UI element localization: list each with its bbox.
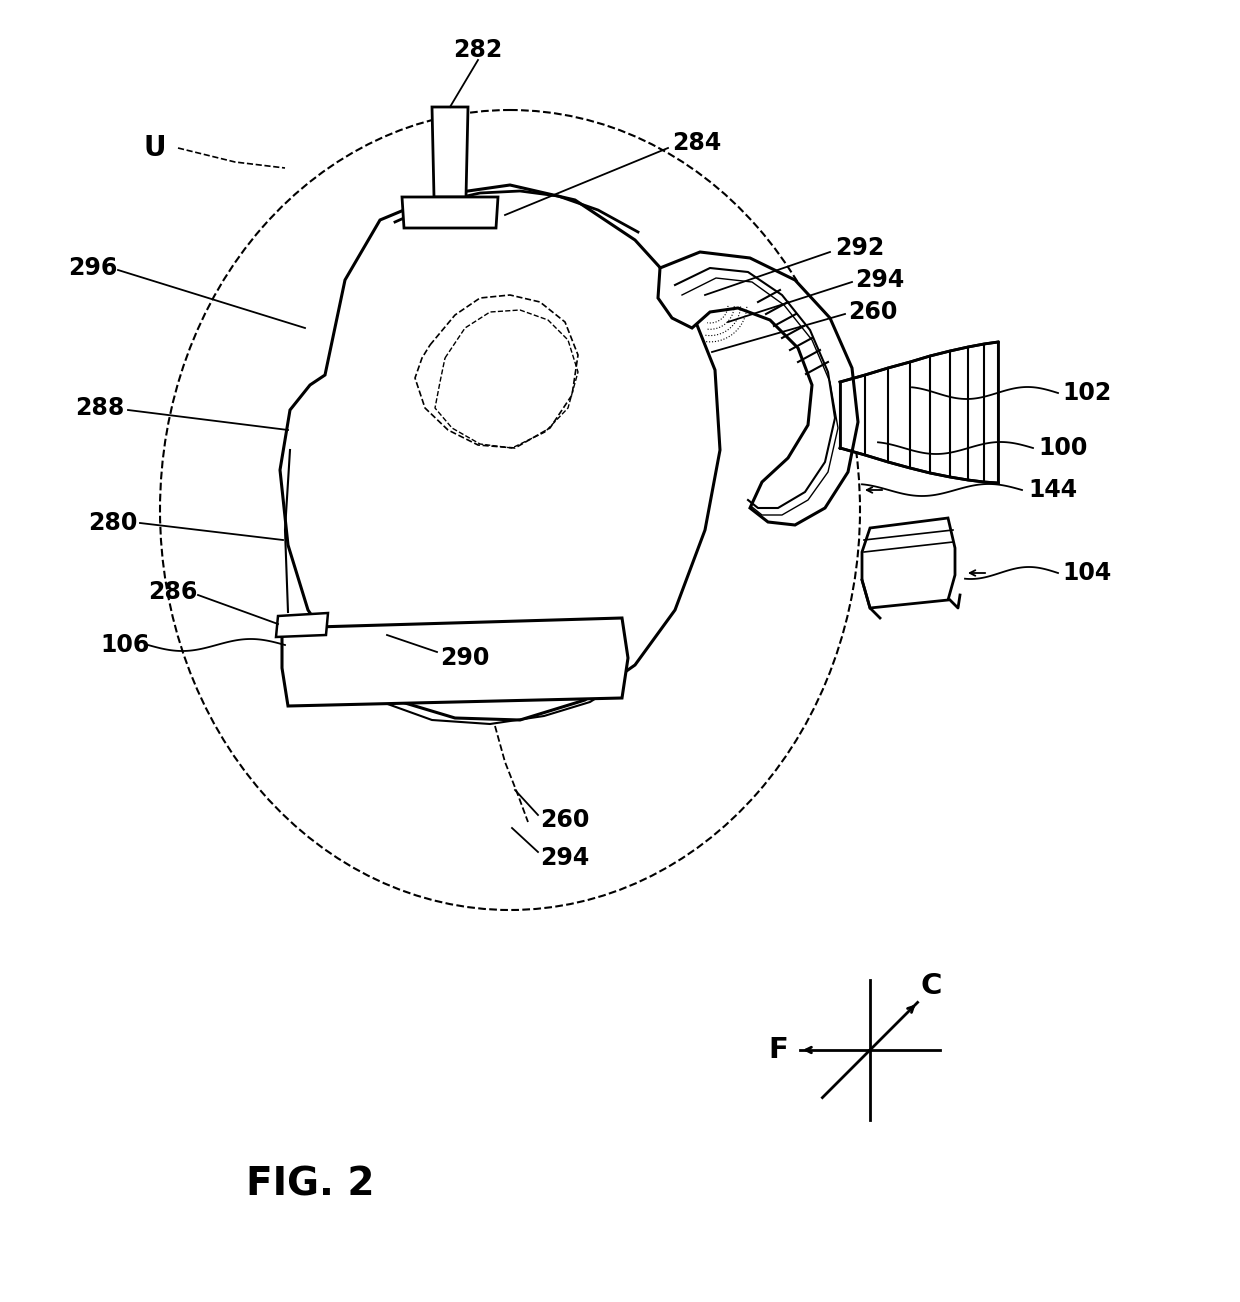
Text: 102: 102	[1061, 381, 1111, 405]
Text: 292: 292	[835, 236, 884, 260]
Text: 280: 280	[88, 510, 138, 535]
Text: 106: 106	[100, 633, 149, 658]
Text: 104: 104	[1061, 561, 1111, 585]
Polygon shape	[277, 613, 329, 637]
Polygon shape	[839, 342, 998, 483]
Text: 100: 100	[1038, 436, 1087, 460]
Polygon shape	[432, 107, 467, 197]
Text: U: U	[144, 134, 166, 161]
Text: 290: 290	[440, 646, 490, 671]
Text: FIG. 2: FIG. 2	[246, 1167, 374, 1204]
Text: 144: 144	[1028, 478, 1078, 503]
Polygon shape	[402, 197, 498, 228]
Text: 260: 260	[848, 299, 898, 324]
Polygon shape	[280, 185, 720, 720]
Polygon shape	[862, 518, 955, 608]
Text: 284: 284	[672, 132, 722, 155]
Text: 286: 286	[148, 579, 197, 604]
Text: 294: 294	[856, 268, 904, 292]
Polygon shape	[658, 253, 858, 525]
Text: C: C	[920, 971, 941, 1000]
Text: 288: 288	[74, 396, 124, 421]
Polygon shape	[281, 618, 627, 706]
Text: 296: 296	[68, 256, 118, 280]
Text: 294: 294	[539, 846, 589, 870]
Text: 260: 260	[539, 809, 589, 832]
Text: F: F	[768, 1036, 787, 1064]
Text: 282: 282	[454, 38, 502, 62]
